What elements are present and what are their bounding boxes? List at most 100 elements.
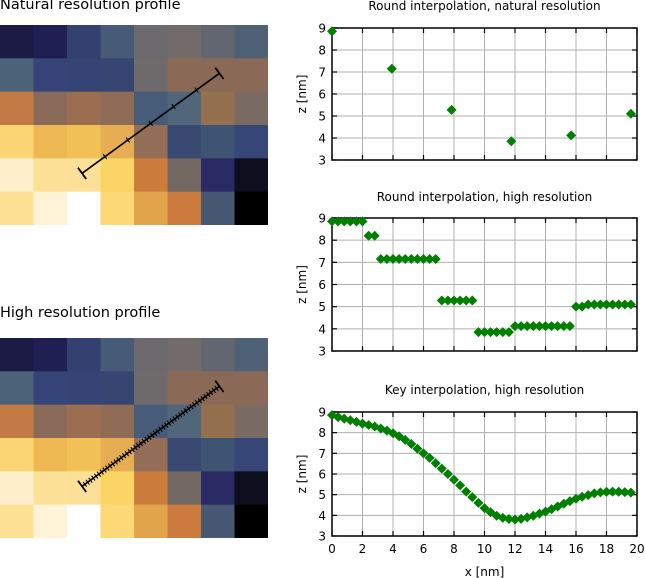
data-point xyxy=(442,295,453,306)
pixel-cell xyxy=(67,58,101,93)
data-point xyxy=(400,434,411,445)
profile-endpoint-handle[interactable] xyxy=(77,480,87,493)
profile-sample-tick xyxy=(197,397,203,404)
data-point xyxy=(333,216,344,227)
data-point xyxy=(613,486,624,497)
data-point xyxy=(479,503,490,514)
data-point xyxy=(516,321,527,332)
y-tick-label: 4 xyxy=(318,132,326,146)
profile-line[interactable] xyxy=(81,385,220,487)
pixel-cell xyxy=(167,25,202,59)
height-map-natural xyxy=(0,25,268,225)
pixel-cell xyxy=(0,158,34,193)
pixel-cell xyxy=(134,158,168,193)
pixel-cell xyxy=(201,471,235,506)
profile-sample-tick xyxy=(144,436,149,443)
data-point xyxy=(461,295,472,306)
data-point xyxy=(540,321,551,332)
data-point xyxy=(455,295,466,306)
profile-sample-tick xyxy=(177,412,183,418)
profile-sample-tick xyxy=(155,428,160,434)
pixel-cell xyxy=(33,371,68,406)
data-point xyxy=(375,254,386,265)
chart-round-natural: Round interpolation, natural resolution 3… xyxy=(295,0,638,168)
y-tick-label: 8 xyxy=(318,44,326,58)
y-tick-label: 9 xyxy=(318,22,326,36)
data-point xyxy=(363,230,374,241)
pixel-cell xyxy=(201,338,235,372)
pixel-cell xyxy=(167,191,202,225)
y-tick-label: 7 xyxy=(318,447,326,461)
pixel-cell xyxy=(100,25,135,59)
data-point xyxy=(589,299,600,310)
profile-sample-tick xyxy=(149,432,155,439)
chart-round-high: Round interpolation, high resolution 3 4 5 6… xyxy=(295,190,638,359)
data-point xyxy=(497,327,508,338)
pixel-cell xyxy=(67,125,101,159)
pixel-cell xyxy=(67,504,101,538)
pixel-cell xyxy=(33,58,68,93)
profile-sample-tick xyxy=(138,440,144,447)
data-point xyxy=(351,216,362,227)
pixel-cell xyxy=(67,338,101,372)
high-profile-title: High resolution profile xyxy=(0,305,161,321)
profile-sample-tick xyxy=(110,461,116,467)
profile-sample-tick xyxy=(88,477,93,483)
profile-sample-tick xyxy=(191,401,197,408)
data-point xyxy=(595,487,606,498)
profile-sample-tick xyxy=(99,469,104,475)
data-point xyxy=(601,299,612,310)
profile-endpoint-handle[interactable] xyxy=(77,167,87,180)
pixel-cell xyxy=(0,338,34,372)
data-point xyxy=(571,301,581,312)
pixel-cell xyxy=(167,404,202,439)
data-point xyxy=(522,321,533,332)
pixel-cell xyxy=(234,471,268,506)
profile-sample-tick xyxy=(133,444,138,451)
profile-endpoint-handle[interactable] xyxy=(214,67,225,80)
chart-title: Round interpolation, natural resolution xyxy=(368,0,600,13)
data-point xyxy=(369,230,380,241)
profile-sample-tick xyxy=(119,455,124,461)
data-point xyxy=(613,299,624,310)
profile-sample-tick xyxy=(194,87,199,93)
pixel-cell xyxy=(134,504,168,538)
pixel-cell xyxy=(100,471,135,506)
pixel-cell xyxy=(234,504,268,538)
profile-sample-tick xyxy=(85,479,90,486)
data-point xyxy=(394,254,405,265)
profile-sample-tick xyxy=(183,408,188,414)
pixel-cell xyxy=(234,191,268,225)
profile-endpoint-handle[interactable] xyxy=(214,380,225,393)
profile-sample-tick xyxy=(180,410,186,416)
profile-sample-tick xyxy=(116,457,121,463)
profile-sample-tick xyxy=(163,422,169,428)
profile-sample-tick xyxy=(200,395,205,402)
y-tick-label: 9 xyxy=(318,406,326,420)
data-point xyxy=(473,327,484,338)
data-point xyxy=(595,299,606,310)
data-point xyxy=(442,469,453,479)
data-point xyxy=(436,295,447,306)
pixel-cell xyxy=(100,58,135,93)
data-point xyxy=(357,216,368,227)
pixel-cell xyxy=(201,91,235,126)
data-point xyxy=(625,299,636,310)
data-point xyxy=(589,488,600,499)
pixel-cell xyxy=(100,404,135,439)
pixel-cell xyxy=(201,158,235,193)
y-axis-label: z [nm] xyxy=(295,75,309,114)
pixel-cell xyxy=(0,91,34,126)
pixel-cell xyxy=(201,438,235,472)
pixel-cell xyxy=(0,438,34,472)
pixel-cell xyxy=(0,471,34,506)
x-tick-label: 6 xyxy=(420,542,428,556)
data-point xyxy=(430,458,441,469)
profile-sample-tick xyxy=(161,424,166,430)
data-point xyxy=(400,254,411,265)
data-point xyxy=(449,474,459,485)
profile-sample-tick xyxy=(189,403,194,410)
pixel-cell xyxy=(134,371,168,406)
profile-sample-tick xyxy=(171,103,176,110)
natural-profile-image xyxy=(0,25,268,225)
